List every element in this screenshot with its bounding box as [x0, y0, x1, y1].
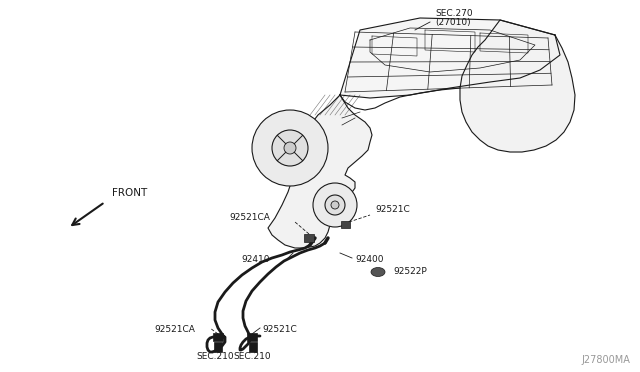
Bar [213, 333, 223, 341]
Text: 92521C: 92521C [375, 205, 410, 215]
Bar [247, 333, 257, 341]
Text: 92410: 92410 [241, 256, 270, 264]
Text: FRONT: FRONT [112, 188, 147, 198]
Circle shape [325, 195, 345, 215]
Circle shape [331, 201, 339, 209]
Circle shape [272, 130, 308, 166]
Text: J27800MA: J27800MA [581, 355, 630, 365]
Bar [341, 221, 350, 228]
Text: (27010): (27010) [435, 18, 470, 27]
Circle shape [313, 183, 357, 227]
Text: 92521C: 92521C [262, 326, 297, 334]
Text: 92521CA: 92521CA [229, 214, 270, 222]
Ellipse shape [371, 267, 385, 276]
Text: SEC.210: SEC.210 [196, 352, 234, 361]
Bar [304, 234, 314, 242]
Text: SEC.210: SEC.210 [233, 352, 271, 361]
Bar [249, 342, 257, 352]
Text: 92400: 92400 [355, 256, 383, 264]
Polygon shape [340, 18, 560, 98]
Text: SEC.270: SEC.270 [435, 9, 472, 18]
Polygon shape [460, 20, 575, 152]
Text: 92522P: 92522P [393, 267, 427, 276]
Circle shape [284, 142, 296, 154]
Polygon shape [268, 95, 372, 248]
Circle shape [252, 110, 328, 186]
Bar [214, 342, 222, 352]
Text: 92521CA: 92521CA [154, 326, 195, 334]
